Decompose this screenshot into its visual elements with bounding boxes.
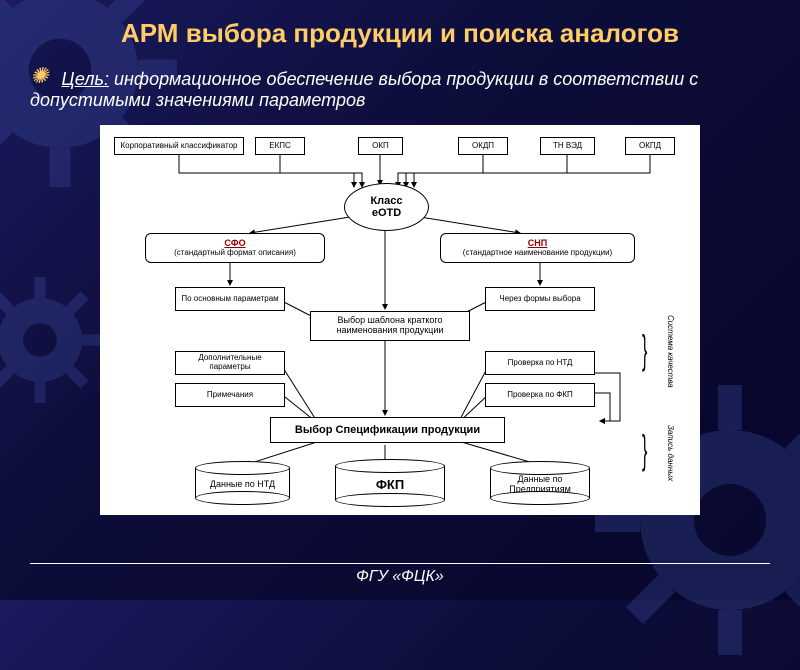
subtitle-text: информационное обеспечение выбора продук… xyxy=(30,69,698,110)
right-mid-box: Проверка по НТД xyxy=(485,351,595,375)
cylinder-right: Данные по Предприятиям xyxy=(490,461,590,505)
footer-text: ФГУ «ФЦК» xyxy=(356,568,444,585)
subtitle-label: Цель: xyxy=(61,69,109,89)
center-box-1: Выбор шаблона краткого наименования прод… xyxy=(310,311,470,341)
classifier-box: ОКПД xyxy=(625,137,675,155)
left-mid-box: Примечания xyxy=(175,383,285,407)
cylinder-left: Данные по НТД xyxy=(195,461,290,505)
sfo-sub: (стандартный формат описания) xyxy=(174,249,296,258)
class-node: Класс eOTD xyxy=(344,183,429,231)
brace-icon: } xyxy=(642,440,647,460)
classifier-box: Корпоративный классификатор xyxy=(114,137,244,155)
class-label2: eOTD xyxy=(372,207,401,219)
snp-box: СНП (стандартное наименование продукции) xyxy=(440,233,635,263)
side-label-2: Запись данных xyxy=(666,425,675,481)
page-title: АРМ выбора продукции и поиска аналогов xyxy=(0,0,800,49)
footer: ФГУ «ФЦК» xyxy=(0,563,800,586)
classifier-box: ОКДП xyxy=(458,137,508,155)
left-mid-box: Дополнительные параметры xyxy=(175,351,285,375)
right-mid-box: Проверка по ФКП xyxy=(485,383,595,407)
class-label1: Класс xyxy=(370,195,402,207)
center-box-2: Выбор Спецификации продукции xyxy=(270,417,505,443)
side-label-1: Система качества xyxy=(666,315,675,388)
diagram-container: Корпоративный классификатор ЕКПС ОКП ОКДП ТН… xyxy=(100,125,700,515)
classifier-box: ЕКПС xyxy=(255,137,305,155)
classifier-box: ОКП xyxy=(358,137,403,155)
snp-sub: (стандартное наименование продукции) xyxy=(463,249,612,258)
bullet-icon: ✺ xyxy=(30,63,48,88)
gear-icon xyxy=(0,270,110,410)
left-mid-box: По основным параметрам xyxy=(175,287,285,311)
subtitle: ✺ Цель: информационное обеспечение выбор… xyxy=(0,49,800,119)
right-mid-box: Через формы выбора xyxy=(485,287,595,311)
cylinder-mid: ФКП xyxy=(335,459,445,507)
sfo-box: СФО (стандартный формат описания) xyxy=(145,233,325,263)
classifier-box: ТН ВЭД xyxy=(540,137,595,155)
brace-icon: } xyxy=(642,340,647,360)
